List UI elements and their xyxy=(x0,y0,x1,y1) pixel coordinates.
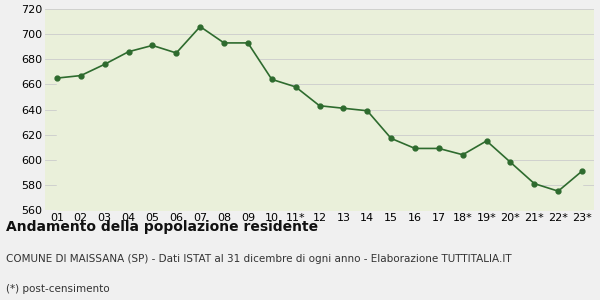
Text: (*) post-censimento: (*) post-censimento xyxy=(6,284,110,293)
Text: Andamento della popolazione residente: Andamento della popolazione residente xyxy=(6,220,318,235)
Text: COMUNE DI MAISSANA (SP) - Dati ISTAT al 31 dicembre di ogni anno - Elaborazione : COMUNE DI MAISSANA (SP) - Dati ISTAT al … xyxy=(6,254,512,263)
